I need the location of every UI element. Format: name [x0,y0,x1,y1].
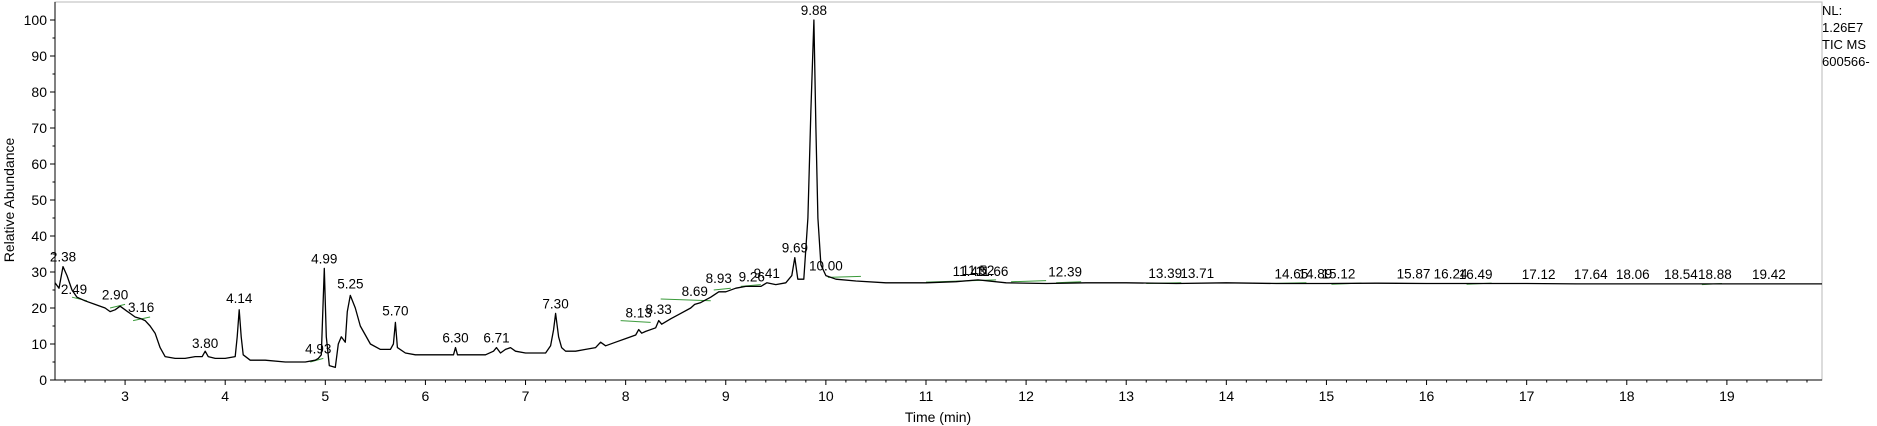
trace-line-0 [54,19,1822,369]
y-tick-label-50: 50 [31,192,47,208]
side-info-nl: NL: [1822,3,1843,18]
peak-label-6: 4.93 [305,341,331,356]
y-tick-label-10: 10 [31,336,47,352]
x-tick-label-11: 11 [919,388,934,404]
peak-label-29: 14.89 [1299,267,1333,282]
peak-label-37: 18.54 [1664,267,1698,282]
baseline-segment-3 [310,357,324,363]
y-tick-label-40: 40 [31,228,47,244]
peak-label-20: 9.88 [801,3,827,18]
baseline-segment-10 [1011,280,1047,283]
chromatogram-trace [54,19,1822,369]
x-tick-label-10: 10 [818,388,834,404]
x-tick-label-8: 8 [622,388,630,404]
plot-frame [54,1,1823,381]
peak-label-19: 9.69 [782,241,808,256]
x-tick-label-3: 3 [121,388,129,404]
x-tick-label-17: 17 [1519,388,1535,404]
peak-label-2: 2.90 [102,287,128,302]
peak-label-30: 15.12 [1322,267,1356,282]
peak-label-3: 3.16 [128,300,154,315]
y-tick-label-20: 20 [31,300,47,316]
side-info-nl-value: 1.26E7 [1822,20,1864,35]
x-axis-label: Time (min) [905,409,971,425]
peak-label-21: 10.00 [809,259,843,274]
peak-label-27: 13.71 [1180,266,1214,281]
peak-label-11: 6.71 [483,331,509,346]
peak-label-32: 16.24 [1434,267,1468,282]
peak-label-13: 8.13 [626,305,652,320]
peak-label-4: 3.80 [192,336,218,351]
peak-label-12: 7.30 [542,296,568,311]
peak-label-7: 4.99 [311,251,337,266]
peak-label-18: 9.41 [754,266,780,281]
x-tick-label-6: 6 [422,388,430,404]
y-tick-label-30: 30 [31,264,47,280]
x-tick-label-9: 9 [722,388,730,404]
peak-label-39: 19.42 [1752,267,1786,282]
peak-label-8: 5.25 [337,277,363,292]
side-info-panel: NL: 1.26E7 TIC MS 600566- [1822,2,1877,70]
x-tick-label-18: 18 [1619,388,1635,404]
peak-label-14: 8.33 [646,302,672,317]
x-tick-label-12: 12 [1018,388,1034,404]
x-tick-label-19: 19 [1719,388,1735,404]
peak-label-28: 14.65 [1275,267,1309,282]
peak-label-16: 8.93 [706,271,732,286]
x-tick-label-15: 15 [1319,388,1335,404]
baseline-segment-4 [620,320,651,323]
y-tick-label-80: 80 [31,84,47,100]
peak-label-34: 17.12 [1522,267,1556,282]
y-axis-label: Relative Abundance [1,138,17,263]
peak-label-35: 17.64 [1574,267,1608,282]
peak-label-17: 9.26 [739,269,765,284]
x-tick-label-7: 7 [522,388,530,404]
baseline-segment-6 [713,287,731,291]
peak-label-26: 13.39 [1148,266,1182,281]
peak-label-0: 2.38 [50,250,76,265]
y-tick-label-100: 100 [24,12,48,28]
x-tick-label-4: 4 [221,388,229,404]
peak-label-31: 15.87 [1397,267,1431,282]
peak-label-15: 8.69 [682,284,708,299]
peak-label-1: 2.49 [61,282,87,297]
peak-label-36: 18.06 [1616,267,1650,282]
y-tick-label-90: 90 [31,48,47,64]
y-tick-label-60: 60 [31,156,47,172]
peak-label-33: 16.49 [1459,267,1493,282]
baseline-segment-5 [660,298,711,302]
y-axis-ticks: 0 10 20 30 40 50 60 70 80 90 100 [24,12,55,388]
x-tick-label-14: 14 [1219,388,1235,404]
axes [54,2,1822,381]
peak-labels: 2.38 2.49 2.903.16 3.80 4.14 4.93 4.995.25 5.70… [50,3,1786,356]
peak-label-23: 11.52 [962,263,995,278]
peak-label-25: 12.39 [1048,265,1082,280]
x-tick-label-5: 5 [321,388,329,404]
x-tick-label-16: 16 [1419,388,1435,404]
y-tick-label-70: 70 [31,120,47,136]
peak-label-24: 11.66 [976,264,1009,279]
peak-label-9: 5.70 [382,304,408,319]
y-tick-label-0: 0 [39,372,47,388]
x-tick-label-13: 13 [1118,388,1134,404]
baseline-segment-1 [109,303,126,309]
baseline-segment-8 [827,275,861,278]
peak-label-38: 18.88 [1698,267,1732,282]
peak-label-22: 11.43 [953,264,986,279]
side-info-sample-id: 600566- [1822,54,1870,69]
side-info-scan-filter: TIC MS [1822,37,1867,52]
peak-label-10: 6.30 [442,331,468,346]
peak-label-5: 4.14 [226,291,253,306]
x-axis-ticks: 3 4 5 6 7 8 9 10 11 12 13 14 15 16 17 18 19 [64,380,1808,404]
